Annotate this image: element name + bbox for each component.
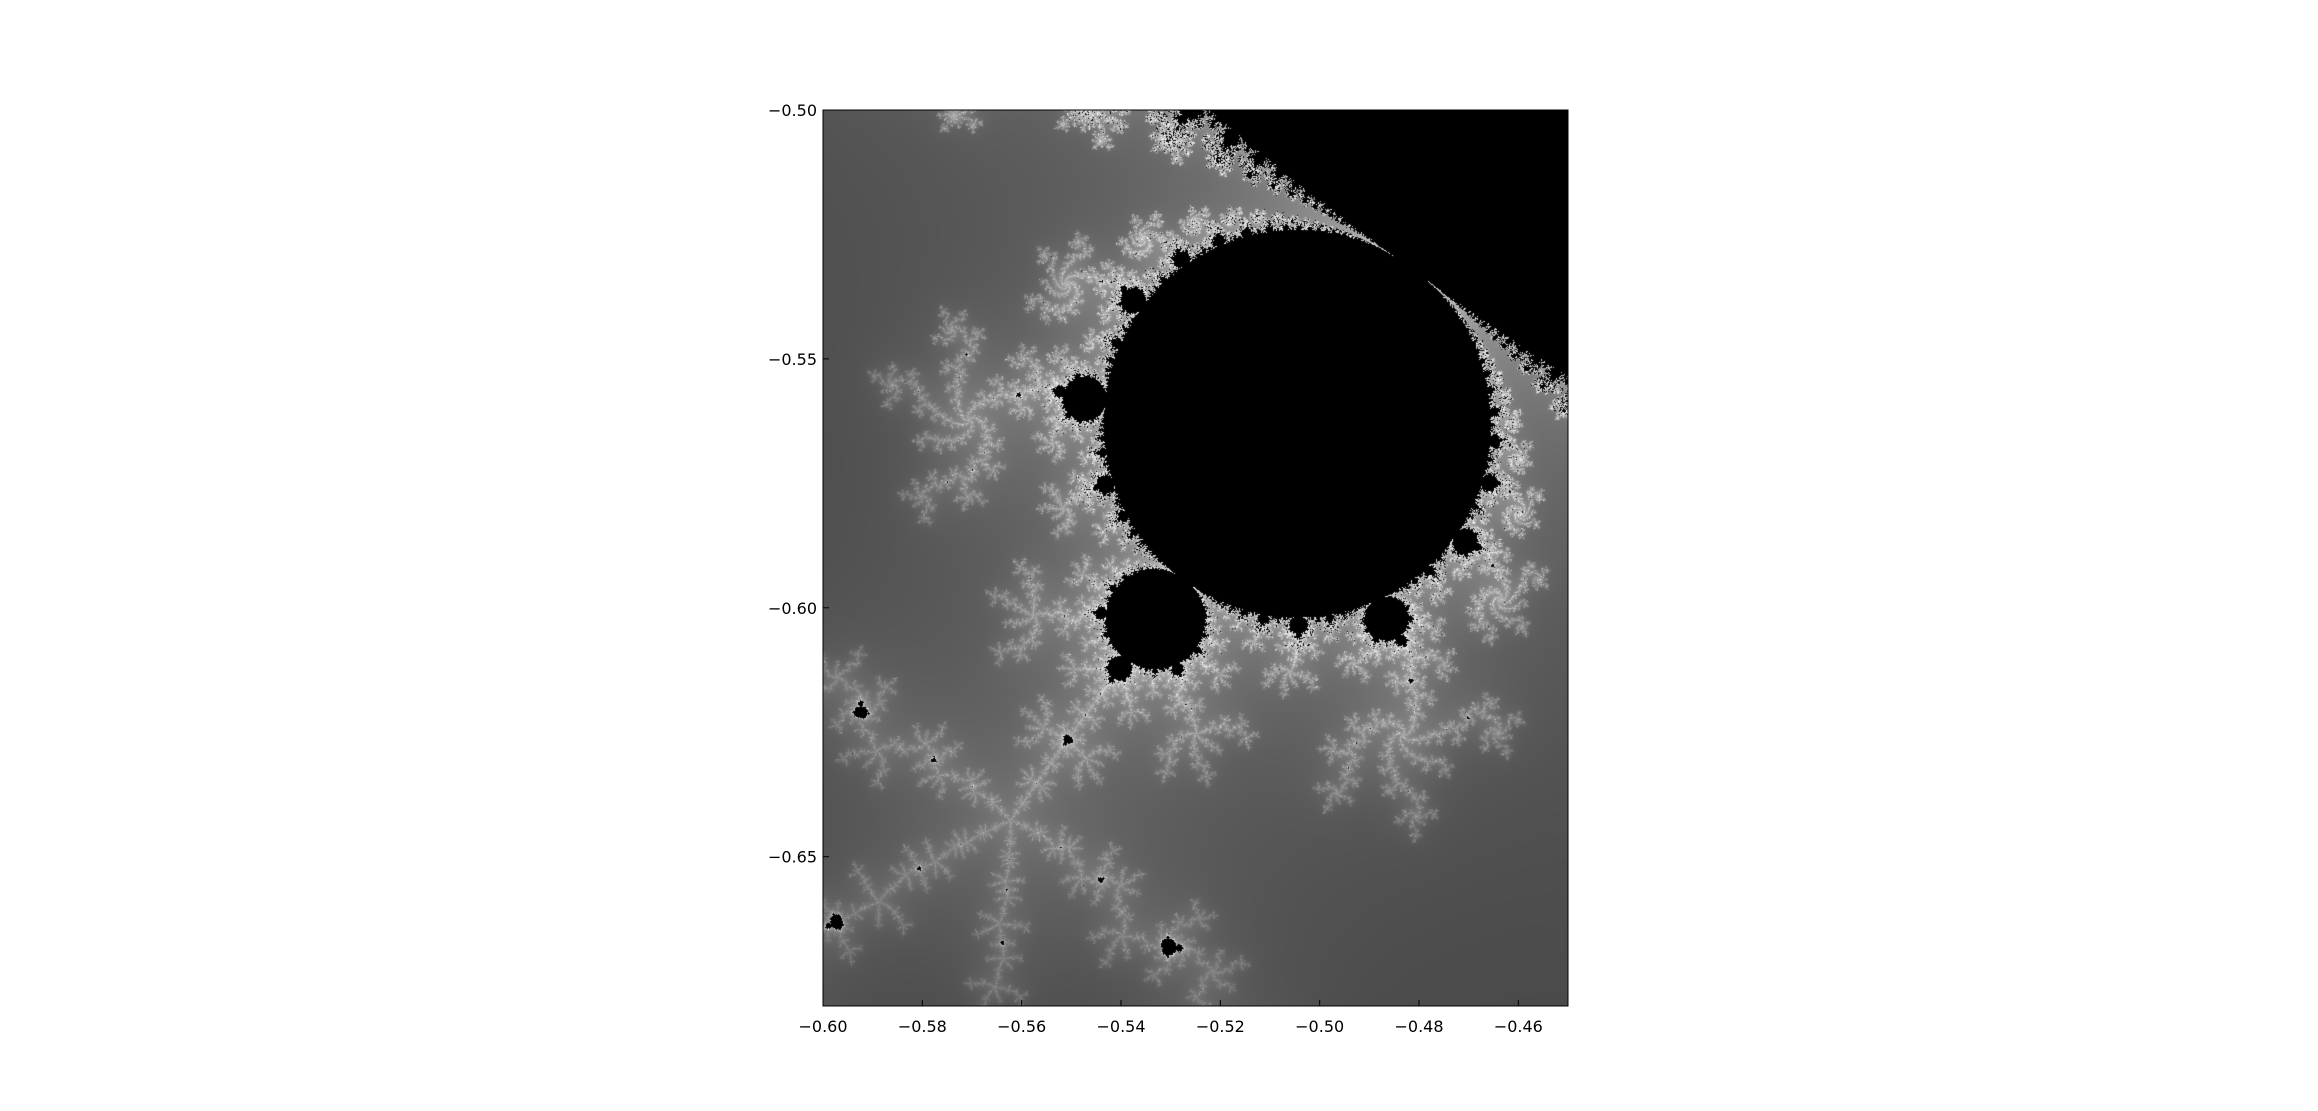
- y-tick-label: −0.65: [768, 848, 817, 867]
- x-tick-label: −0.48: [1394, 1017, 1443, 1036]
- y-tick-label: −0.50: [768, 101, 817, 120]
- y-axis-ticks: −0.50 −0.55 −0.60 −0.65: [768, 101, 829, 867]
- x-tick-label: −0.50: [1295, 1017, 1344, 1036]
- plot-frame: [822, 109, 1569, 1007]
- x-tick-label: −0.46: [1494, 1017, 1543, 1036]
- y-tick-label: −0.55: [768, 350, 817, 369]
- x-tick-label: −0.58: [898, 1017, 947, 1036]
- x-tick-label: −0.52: [1196, 1017, 1245, 1036]
- y-tick-label: −0.60: [768, 599, 817, 618]
- x-axis-ticks: −0.60 −0.58 −0.56 −0.54 −0.52 −0.50 −0.48 −0.46: [798, 1000, 1543, 1036]
- mandelbrot-heatmap-image: [823, 110, 1568, 1006]
- x-tick-label: −0.54: [1096, 1017, 1145, 1036]
- x-tick-label: −0.60: [798, 1017, 847, 1036]
- x-tick-label: −0.56: [997, 1017, 1046, 1036]
